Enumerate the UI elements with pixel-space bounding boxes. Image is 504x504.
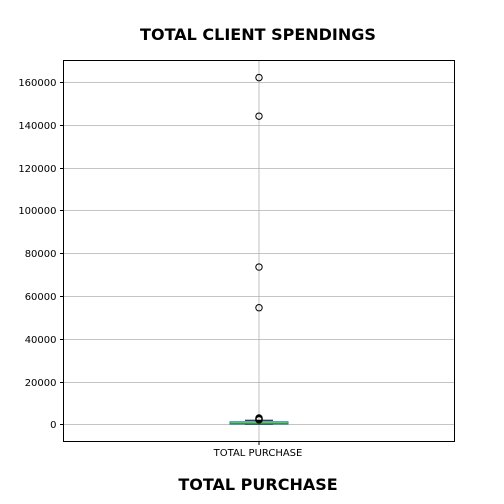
chart-title: TOTAL CLIENT SPENDINGS	[140, 25, 376, 44]
y-tick-label: 20000	[25, 378, 57, 389]
outlier-point	[255, 112, 263, 120]
y-axis-ticks: 0 20000 40000 60000 80000 100000 120000 140000 1…	[18, 78, 260, 445]
x-tick-label: TOTAL PURCHASE	[213, 448, 303, 459]
outlier-point	[255, 304, 263, 312]
y-tick-label: 60000	[25, 292, 57, 303]
y-tick-label: 80000	[25, 249, 57, 260]
y-tick-label: 40000	[25, 335, 57, 346]
plot-area-frame	[63, 60, 455, 442]
grid-lines	[63, 60, 455, 442]
y-tick-label: 140000	[18, 121, 56, 132]
outlier-point	[255, 73, 263, 82]
x-axis-label: TOTAL PURCHASE	[178, 475, 337, 494]
y-tick-label: 0	[50, 420, 56, 431]
outlier-points	[255, 73, 263, 424]
outlier-point	[255, 263, 263, 271]
outlier-point	[255, 414, 263, 422]
y-tick-label: 120000	[18, 164, 56, 175]
y-tick-label: 100000	[18, 206, 56, 217]
y-tick-label: 160000	[18, 78, 56, 89]
